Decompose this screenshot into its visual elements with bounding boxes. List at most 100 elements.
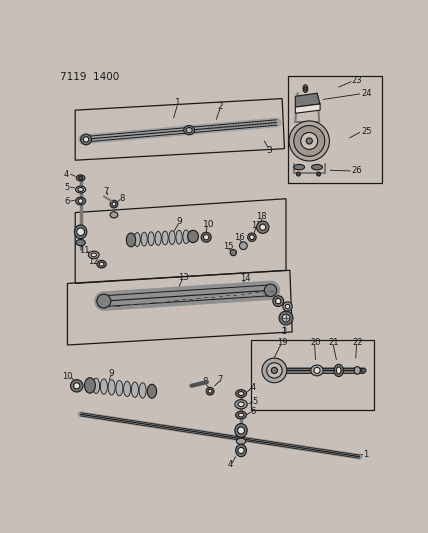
Ellipse shape [141,232,147,246]
Text: 8: 8 [202,377,207,386]
Ellipse shape [92,378,100,393]
Ellipse shape [230,249,236,256]
Ellipse shape [169,231,175,245]
Ellipse shape [235,424,247,438]
Text: 13: 13 [178,273,189,282]
Text: 11: 11 [79,246,90,255]
Text: 26: 26 [352,166,363,175]
Ellipse shape [201,232,211,242]
Text: 2: 2 [217,102,223,111]
Ellipse shape [124,381,131,397]
Ellipse shape [336,367,341,374]
Ellipse shape [362,368,366,373]
Ellipse shape [74,383,80,389]
Ellipse shape [282,314,290,322]
Ellipse shape [184,126,195,135]
Ellipse shape [276,298,281,304]
Ellipse shape [236,390,247,398]
Ellipse shape [294,165,305,170]
Text: 8: 8 [119,194,125,203]
Ellipse shape [312,165,322,170]
Ellipse shape [84,378,95,393]
Text: 3: 3 [266,146,272,155]
Text: 5: 5 [253,397,258,406]
Ellipse shape [155,231,161,245]
Ellipse shape [203,235,209,240]
Polygon shape [295,104,320,113]
Ellipse shape [79,176,83,180]
Ellipse shape [183,230,189,244]
Ellipse shape [76,239,85,246]
Text: 23: 23 [352,76,363,85]
Ellipse shape [131,382,138,398]
Ellipse shape [187,230,199,243]
Ellipse shape [314,367,320,374]
Ellipse shape [83,137,89,142]
Ellipse shape [186,127,192,133]
Ellipse shape [265,284,276,296]
Ellipse shape [112,202,116,206]
Ellipse shape [267,363,282,378]
Ellipse shape [76,186,86,193]
Text: 19: 19 [277,338,287,347]
Polygon shape [295,93,320,107]
Ellipse shape [139,383,146,398]
Ellipse shape [116,381,123,396]
Ellipse shape [134,232,140,246]
Text: 4: 4 [251,383,256,392]
Ellipse shape [294,126,325,156]
Text: 4: 4 [64,169,69,179]
Text: 7: 7 [217,375,223,384]
Ellipse shape [273,296,284,306]
Text: 12: 12 [89,257,99,266]
Ellipse shape [80,134,92,145]
Text: 2: 2 [282,327,287,336]
Ellipse shape [260,224,266,230]
Ellipse shape [77,228,84,236]
Text: 6: 6 [64,197,69,206]
Ellipse shape [206,387,214,395]
Ellipse shape [238,402,244,407]
Ellipse shape [147,384,157,398]
Ellipse shape [97,294,111,308]
Text: 9: 9 [176,217,182,227]
Text: 18: 18 [256,212,267,221]
Text: 4: 4 [228,460,233,469]
Ellipse shape [176,230,182,244]
Ellipse shape [285,304,290,309]
Ellipse shape [71,379,83,392]
Ellipse shape [283,302,292,311]
Ellipse shape [126,233,136,247]
Ellipse shape [78,199,83,203]
Ellipse shape [235,400,247,409]
Ellipse shape [317,172,321,176]
Text: 7119  1400: 7119 1400 [59,71,119,82]
Text: 16: 16 [234,233,245,241]
Text: 20: 20 [310,338,321,347]
Ellipse shape [354,367,360,374]
Ellipse shape [238,447,244,454]
Ellipse shape [208,389,212,393]
Ellipse shape [306,138,312,144]
Text: 24: 24 [361,88,372,98]
Ellipse shape [238,392,244,395]
Ellipse shape [76,175,85,181]
Ellipse shape [74,225,87,239]
Bar [251,340,374,410]
Text: 22: 22 [352,338,363,347]
Ellipse shape [101,379,107,394]
Text: 10: 10 [62,372,73,381]
Ellipse shape [240,242,247,249]
Ellipse shape [76,197,86,205]
Ellipse shape [236,445,247,457]
Text: 1: 1 [363,450,369,459]
Text: 6: 6 [251,407,256,416]
Ellipse shape [97,260,106,268]
Ellipse shape [279,311,293,325]
Ellipse shape [236,438,246,445]
Ellipse shape [238,427,244,434]
Text: 15: 15 [223,242,233,251]
Text: 14: 14 [241,274,251,284]
Text: 7: 7 [104,187,109,196]
Ellipse shape [334,364,343,377]
